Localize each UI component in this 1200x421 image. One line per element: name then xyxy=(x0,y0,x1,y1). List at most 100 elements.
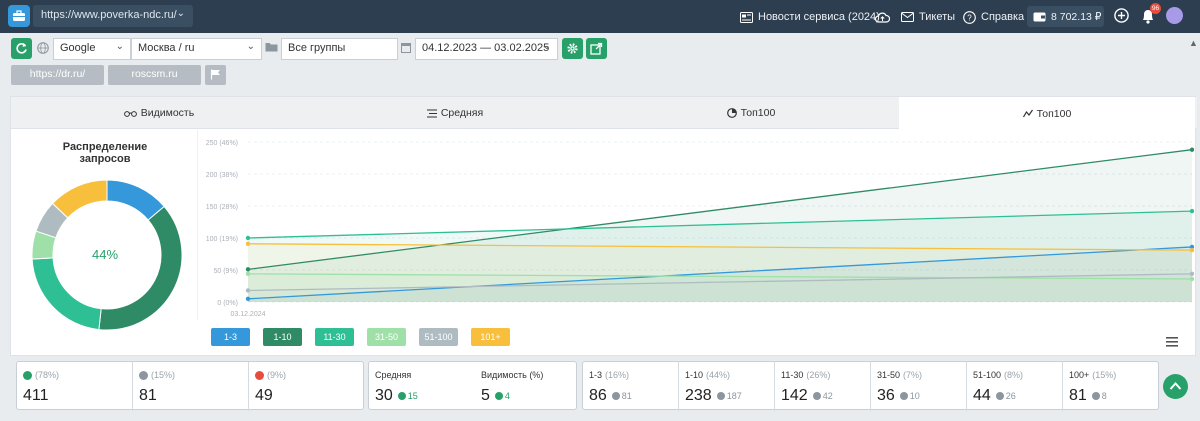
chevron-up-icon xyxy=(1169,382,1182,390)
add-funds-button[interactable] xyxy=(1114,8,1129,26)
refresh-icon xyxy=(16,43,27,54)
data-point-51-100[interactable] xyxy=(245,288,251,293)
data-point-1-3[interactable] xyxy=(245,296,251,301)
arrow-down-icon xyxy=(255,370,264,380)
bucket-range: 100+ xyxy=(1069,370,1090,380)
y-tick-label: 50 (9%) xyxy=(213,268,238,275)
data-point-51-100[interactable] xyxy=(1189,271,1195,277)
stat-up-label: (78%) xyxy=(23,370,59,380)
balance-amount: 8 702.13 ₽ xyxy=(1051,10,1102,23)
series-line-1-3 xyxy=(247,246,1193,300)
search-engine-select[interactable]: Google ⌄ xyxy=(53,38,131,60)
flag-button[interactable] xyxy=(205,65,226,85)
site-select[interactable]: https://www.poverka-ndc.ru/ ⌄ xyxy=(33,5,193,27)
donut-slice-11-30[interactable] xyxy=(31,257,102,331)
bucket-range: 51-100 xyxy=(973,370,1002,380)
avatar[interactable] xyxy=(1166,7,1183,24)
envelope-icon xyxy=(901,12,914,22)
notifications-button[interactable] xyxy=(1141,8,1155,27)
data-point-101+[interactable] xyxy=(245,241,251,246)
bucket-delta: 10 xyxy=(899,391,920,401)
chevron-down-icon: ⌄ xyxy=(542,41,551,52)
folder-icon xyxy=(265,42,278,55)
help-link[interactable]: ? Справка xyxy=(963,9,1024,25)
donut-slice-1-10[interactable] xyxy=(98,205,183,331)
group-select[interactable]: Все группы xyxy=(281,38,398,60)
competitor-label: roscsm.ru xyxy=(131,68,178,80)
date-range-select[interactable]: 04.12.2023 — 03.02.2025 ⌄ xyxy=(415,38,558,60)
donut-center-label: 44% xyxy=(91,247,119,262)
data-point-1-3[interactable] xyxy=(1189,244,1195,250)
stat-average-value: 30 15 xyxy=(375,387,418,405)
globe-icon xyxy=(37,42,49,57)
x-tick-label: 03.12.2024 xyxy=(230,311,265,318)
tab-visibility[interactable]: Видимость xyxy=(11,97,307,129)
legend-item-51-100[interactable]: 51-100 xyxy=(419,328,458,346)
bucket-delta-value: 10 xyxy=(909,391,920,401)
settings-button[interactable] xyxy=(562,38,583,59)
competitor-chip-2[interactable]: roscsm.ru xyxy=(108,65,201,85)
tab-top100-pie[interactable]: Топ100 xyxy=(603,97,899,129)
search-engine-value: Google xyxy=(60,42,96,54)
average-number: 30 xyxy=(375,387,393,404)
gear-icon xyxy=(567,43,578,54)
series-area-1-3 xyxy=(248,246,1192,302)
bucket-value: 81 8 xyxy=(1069,387,1107,405)
glasses-icon xyxy=(123,110,137,117)
bucket-pct: (15%) xyxy=(1092,370,1117,380)
bucket-value: 44 26 xyxy=(973,387,1016,405)
series-area-11-30 xyxy=(248,211,1192,302)
bucket-number: 36 xyxy=(877,387,895,404)
stat-same-pct: (15%) xyxy=(151,370,176,380)
bucket-label: 1-3 (16%) xyxy=(589,370,629,380)
delta-icon xyxy=(812,392,821,400)
refresh-button[interactable] xyxy=(11,38,32,59)
average-delta: 15 xyxy=(397,391,418,401)
tickets-link[interactable]: Тикеты xyxy=(901,9,955,25)
export-button[interactable] xyxy=(586,38,607,59)
scroll-to-top-button[interactable] xyxy=(1163,374,1188,399)
bucket-stat: 31-50 (7%) 36 10 xyxy=(871,362,967,411)
series-area-1-10 xyxy=(248,149,1192,302)
data-point-11-30[interactable] xyxy=(1189,208,1195,214)
cloud-upload-icon xyxy=(875,12,890,23)
series-line-1-10 xyxy=(247,149,1193,271)
chart-menu-button[interactable] xyxy=(1166,337,1178,350)
region-select[interactable]: Москва / ru ⌄ xyxy=(131,38,262,60)
data-point-31-50[interactable] xyxy=(1189,276,1195,282)
positions-line-chart: 0 (0%) 50 (9%) 100 (19%) 150 (28%) 200 (38%)… xyxy=(206,140,1195,318)
legend-item-1-10[interactable]: 1-10 xyxy=(263,328,302,346)
briefcase-logo-icon[interactable] xyxy=(8,5,30,27)
news-link[interactable]: Новости сервиса (2024) xyxy=(740,9,880,25)
data-point-1-10[interactable] xyxy=(245,267,251,272)
data-point-31-50[interactable] xyxy=(245,271,251,277)
stat-average: Средняя 30 15 xyxy=(369,362,473,411)
cloud-upload-button[interactable] xyxy=(875,9,890,25)
legend-item-11-30[interactable]: 11-30 xyxy=(315,328,354,346)
data-point-11-30[interactable] xyxy=(245,235,251,241)
legend-item-31-50[interactable]: 31-50 xyxy=(367,328,406,346)
tab-label: Топ100 xyxy=(740,107,776,119)
series-area-31-50 xyxy=(248,273,1192,302)
tab-label: Топ100 xyxy=(1036,107,1072,120)
region-value: Москва / ru xyxy=(138,42,195,54)
data-point-101+[interactable] xyxy=(1189,247,1195,253)
tab-average[interactable]: Средняя xyxy=(307,97,603,129)
arrow-up-icon xyxy=(23,370,32,380)
bucket-range: 1-3 xyxy=(589,370,603,380)
svg-text:?: ? xyxy=(967,13,972,22)
positions-chart: 0 (0%) 50 (9%) 100 (19%) 150 (28%) 200 (38%)… xyxy=(197,130,1195,320)
donut-slice-100+[interactable] xyxy=(51,179,108,219)
competitor-chip-1[interactable]: https://dr.ru/ xyxy=(11,65,104,85)
legend-item-101+[interactable]: 101+ xyxy=(471,328,510,346)
visibility-delta: 4 xyxy=(494,391,510,401)
scrollbar-up-arrow[interactable]: ▲ xyxy=(1189,38,1198,48)
tab-label: Видимость xyxy=(140,107,195,119)
legend-item-1-3[interactable]: 1-3 xyxy=(211,328,250,346)
delta-icon xyxy=(899,392,908,400)
tab-top100-line[interactable]: Топ100 xyxy=(899,97,1195,130)
y-tick-label: 150 (28%) xyxy=(206,204,238,211)
balance-display[interactable]: 8 702.13 ₽ xyxy=(1027,6,1104,27)
bucket-delta-value: 26 xyxy=(1005,391,1016,401)
data-point-1-10[interactable] xyxy=(1189,147,1195,152)
